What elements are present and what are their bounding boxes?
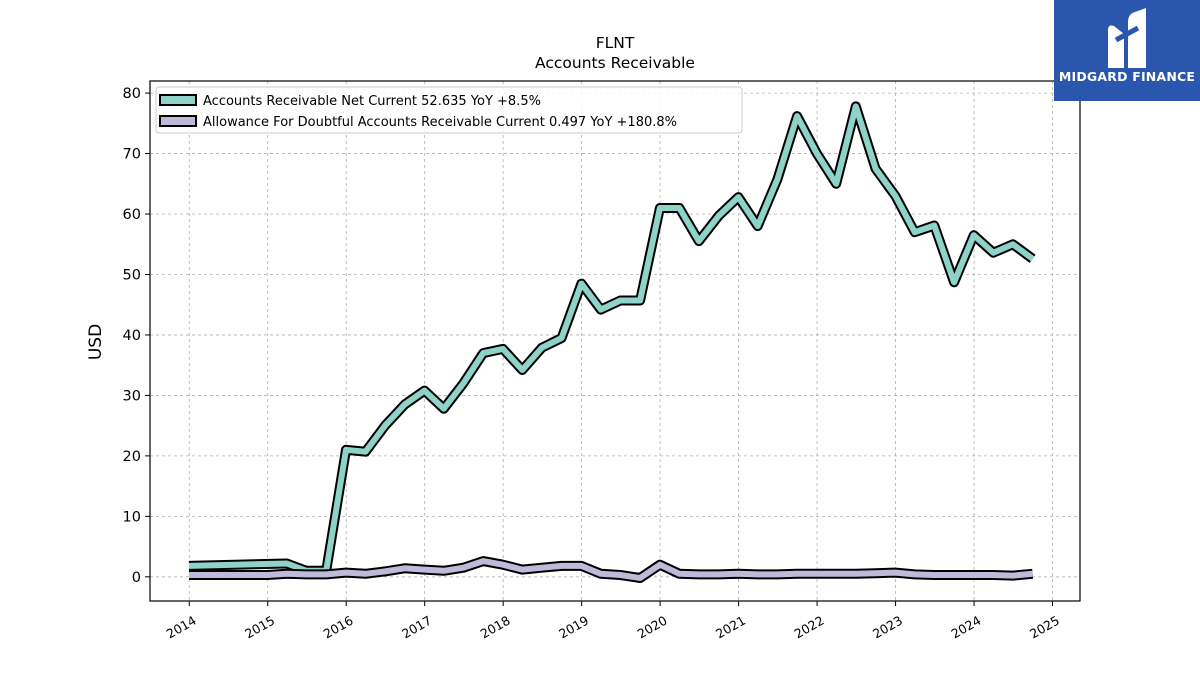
y-tick-label: 50: [123, 267, 141, 283]
series-1-outline: [188, 101, 1036, 576]
y-tick-label: 30: [123, 388, 141, 404]
x-axis: 2014 2015 2016 2017 2018 2019 2020 2021 2022 2023…: [164, 601, 1062, 642]
x-tick-label: 2021: [713, 613, 748, 642]
x-tick-label: 2024: [949, 613, 984, 642]
x-tick-label: 2025: [1027, 613, 1062, 642]
legend-swatch: [159, 94, 197, 106]
series-1-line: [188, 103, 1035, 574]
legend-label: Allowance For Doubtful Accounts Receivab…: [203, 115, 677, 130]
x-tick-label: 2017: [399, 613, 434, 642]
x-tick-label: 2020: [635, 613, 670, 642]
y-tick-label: 70: [123, 147, 141, 163]
logo-brand-text: MIDGARD FINANCE: [1058, 69, 1196, 84]
plot-frame: [149, 80, 1081, 602]
x-tick-label: 2016: [321, 613, 356, 642]
grid: [150, 81, 1080, 601]
x-tick-label: 2023: [870, 613, 905, 642]
y-tick-label: 0: [132, 570, 141, 586]
x-tick-label: 2014: [164, 613, 199, 642]
y-tick-label: 10: [123, 509, 141, 525]
x-tick-label: 2018: [478, 613, 513, 642]
y-axis: 0 10 20 30 40 50 60 70 80: [123, 86, 150, 586]
series-layer: [188, 101, 1036, 583]
legend: Accounts Receivable Net Current 52.635 Y…: [155, 86, 743, 134]
x-tick-label: 2022: [792, 613, 827, 642]
x-tick-label: 2015: [242, 613, 277, 642]
chart-subtitle: Accounts Receivable: [535, 54, 695, 72]
y-tick-label: 20: [123, 449, 141, 465]
y-axis-label: USD: [86, 324, 106, 360]
legend-label: Accounts Receivable Net Current 52.635 Y…: [203, 94, 541, 109]
y-tick-label: 60: [123, 207, 141, 223]
x-tick-label: 2019: [556, 613, 591, 642]
y-tick-label: 80: [123, 86, 141, 102]
chart-title: FLNT: [596, 34, 635, 52]
legend-swatch: [159, 115, 197, 127]
legend-box: [155, 86, 743, 134]
y-tick-label: 40: [123, 328, 141, 344]
series-2-line: [189, 558, 1033, 581]
midgard-finance-logo: MIDGARD FINANCE: [1054, 0, 1200, 101]
midgard-logo-icon: [1108, 8, 1146, 68]
